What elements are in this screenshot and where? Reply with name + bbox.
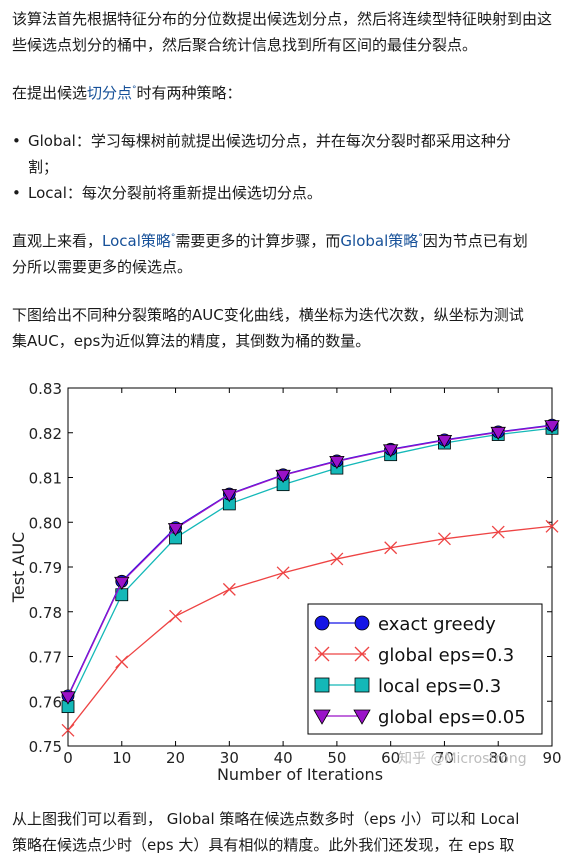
y-tick-label: 0.79 xyxy=(29,559,62,577)
bullet-icon: • xyxy=(12,184,21,202)
x-tick-label: 50 xyxy=(327,749,346,767)
text-before: 在提出候选 xyxy=(12,84,88,102)
data-point xyxy=(221,489,238,503)
data-point xyxy=(330,552,344,566)
x-tick-label: 70 xyxy=(435,749,454,767)
data-point xyxy=(329,455,345,470)
legend-label: local eps=0.3 xyxy=(378,676,501,697)
y-tick-label: 0.80 xyxy=(29,514,62,532)
data-point xyxy=(491,525,505,539)
bullet-line1: Global：学习每棵树前就提出候选切分点，并在每次分裂时都采用这种分 xyxy=(28,132,511,150)
text-after: 时有两种策略： xyxy=(136,84,242,102)
x-tick-label: 80 xyxy=(489,749,508,767)
data-point xyxy=(222,582,236,596)
data-point xyxy=(436,434,453,449)
x-tick-label: 0 xyxy=(63,749,73,767)
paragraph-intro: 该算法首先根据特征分布的分位数提出候选划分点，然后将连续型特征映射到由这些候选点… xyxy=(12,10,553,54)
y-tick-label: 0.82 xyxy=(29,425,62,443)
y-tick-label: 0.77 xyxy=(29,649,62,667)
legend-label: exact greedy xyxy=(378,614,496,635)
x-tick-label: 40 xyxy=(274,749,293,767)
x-tick-label: 30 xyxy=(220,749,239,767)
x-tick-label: 20 xyxy=(166,749,185,767)
legend-marker xyxy=(314,615,330,631)
data-point xyxy=(384,541,398,555)
series-line xyxy=(67,427,553,707)
bullet-line1: Local：每次分裂前将重新提出候选切分点。 xyxy=(28,184,322,202)
data-point xyxy=(167,523,184,537)
data-point xyxy=(545,519,559,533)
data-point xyxy=(114,576,130,591)
x-tick-label: 60 xyxy=(381,749,400,767)
legend-marker xyxy=(354,677,370,693)
legend-marker xyxy=(314,646,330,662)
y-tick-label: 0.76 xyxy=(29,693,62,711)
link-icon: ° xyxy=(418,233,423,243)
auc-chart: 0.75 0.76 0.77 0.78 0.79 0.80 0.81 0.82 0.83 0 10 2… xyxy=(0,372,574,792)
paragraph-strategies-intro: 在提出候选切分点°时有两种策略： xyxy=(12,80,564,106)
y-tick-label: 0.75 xyxy=(29,738,62,756)
watermark: 知乎 @Microstrong xyxy=(398,751,527,767)
link-icon: ° xyxy=(132,85,137,95)
data-point xyxy=(60,691,76,705)
link-icon: ° xyxy=(170,233,176,243)
legend-label: global eps=0.05 xyxy=(378,707,526,728)
y-tick-label: 0.78 xyxy=(29,604,62,622)
paragraph-conclusion: 从上图我们可以看到， Global 策略在候选点数多时（eps 小）可以和 Lo… xyxy=(12,810,520,854)
legend-label: global eps=0.3 xyxy=(378,645,514,666)
data-point xyxy=(544,420,560,434)
legend-marker xyxy=(354,646,370,662)
data-point xyxy=(490,426,506,441)
legend-marker xyxy=(313,709,331,725)
y-axis-label: Test AUC xyxy=(9,532,28,603)
data-point xyxy=(61,723,75,737)
x-axis-label: Number of Iterations xyxy=(217,765,383,784)
x-tick-label: 10 xyxy=(112,749,131,767)
link-global-strategy[interactable]: Global策略 xyxy=(340,232,419,250)
y-tick-label: 0.83 xyxy=(29,380,62,398)
bullet-icon: • xyxy=(12,132,21,150)
legend-box xyxy=(307,603,543,735)
legend-marker xyxy=(353,709,371,725)
data-point xyxy=(275,469,291,484)
series-line xyxy=(67,424,553,698)
paragraph-comparison: 直观上来看，Local策略°需要更多的计算步骤，而Global策略°因为节点已有… xyxy=(12,232,528,276)
legend-marker xyxy=(354,615,370,631)
x-tick-label: 90 xyxy=(542,749,561,767)
data-point xyxy=(437,532,451,546)
y-tick-label: 0.81 xyxy=(29,470,62,488)
data-point xyxy=(276,566,290,580)
bullet-line2: 割； xyxy=(28,158,59,176)
link-split-point[interactable]: 切分点 xyxy=(87,84,133,102)
data-point xyxy=(169,609,183,623)
data-point xyxy=(382,444,399,458)
chart-svg: 0.75 0.76 0.77 0.78 0.79 0.80 0.81 0.82 0.83 0 10 2… xyxy=(9,380,562,784)
legend-marker xyxy=(314,677,330,693)
link-local-strategy[interactable]: Local策略 xyxy=(102,232,171,250)
series-line xyxy=(67,525,553,731)
paragraph-chart-intro: 下图给出不同种分裂策略的AUC变化曲线，横坐标为迭代次数，纵坐标为测试 集AUC… xyxy=(12,306,524,350)
data-point xyxy=(115,655,129,669)
